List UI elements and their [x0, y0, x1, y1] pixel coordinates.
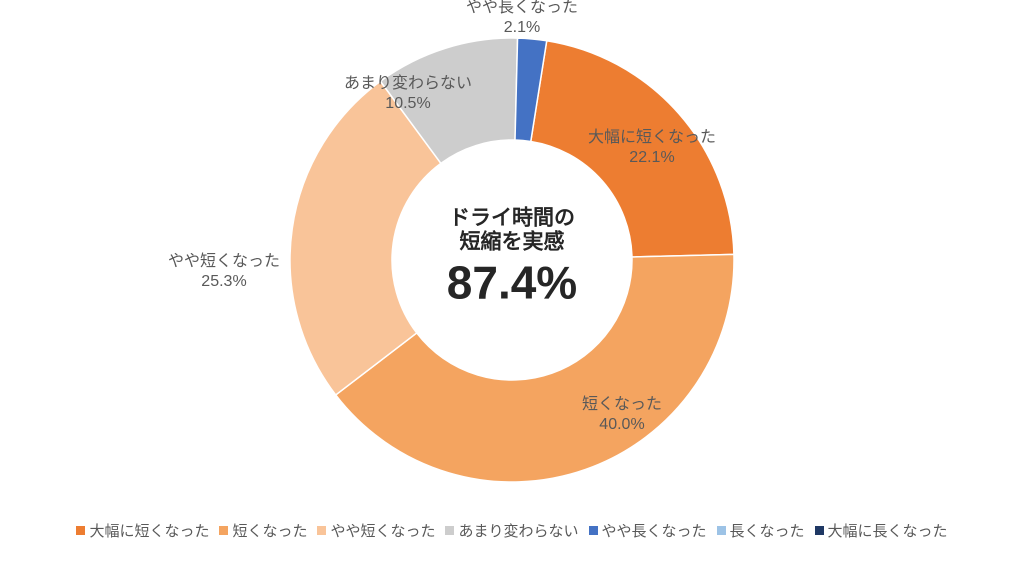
legend-label: 大幅に長くなった	[828, 523, 948, 540]
legend-item-0: 大幅に短くなった	[76, 520, 209, 541]
legend-item-5: 長くなった	[717, 520, 805, 541]
legend-label: 長くなった	[730, 523, 805, 540]
legend-label: 短くなった	[232, 523, 307, 540]
legend-swatch-icon	[589, 526, 598, 535]
donut-chart: ドライ時間の 短縮を実感 87.4% 大幅に短くなった22.1%短くなった40.…	[0, 0, 1024, 520]
legend-swatch-icon	[717, 526, 726, 535]
legend-label: 大幅に短くなった	[89, 523, 209, 540]
legend: 大幅に短くなった 短くなった やや短くなった あまり変わらない やや長くなった 長くなった…	[0, 520, 1024, 541]
legend-label: やや長くなった	[602, 523, 707, 540]
legend-swatch-icon	[815, 526, 824, 535]
legend-label: やや短くなった	[330, 523, 435, 540]
legend-swatch-icon	[317, 526, 326, 535]
legend-swatch-icon	[76, 526, 85, 535]
donut-hole	[392, 140, 632, 380]
legend-item-1: 短くなった	[219, 520, 307, 541]
legend-label: あまり変わらない	[458, 523, 578, 540]
donut-svg	[0, 0, 1024, 520]
legend-item-6: 大幅に長くなった	[815, 520, 948, 541]
legend-item-4: やや長くなった	[589, 520, 707, 541]
legend-swatch-icon	[445, 526, 454, 535]
legend-item-3: あまり変わらない	[445, 520, 578, 541]
legend-swatch-icon	[219, 526, 228, 535]
legend-item-2: やや短くなった	[317, 520, 435, 541]
